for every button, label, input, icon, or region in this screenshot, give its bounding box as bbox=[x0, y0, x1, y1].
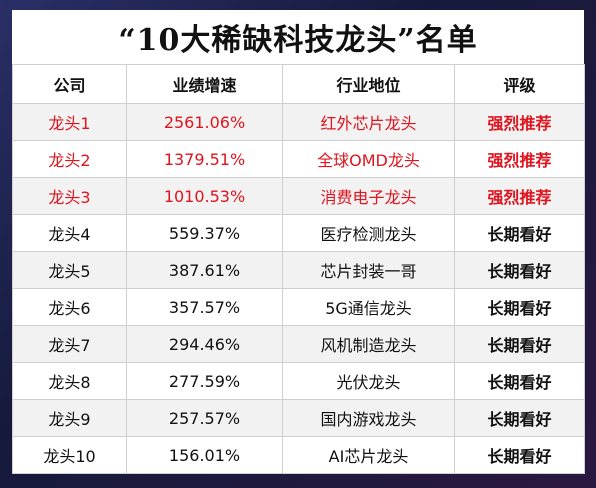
company-cell: 龙头2 bbox=[12, 140, 127, 178]
company-cell: 龙头8 bbox=[12, 362, 127, 400]
company-cell: 龙头6 bbox=[12, 288, 127, 326]
ranking-table: 公司 业绩增速 行业地位 评级 龙头1 2561.06% 红外芯片龙头 强烈推荐… bbox=[12, 64, 585, 474]
growth-cell: 387.61% bbox=[126, 251, 283, 289]
company-cell: 龙头7 bbox=[12, 325, 127, 363]
rating-cell: 强烈推荐 bbox=[454, 140, 585, 178]
growth-cell: 559.37% bbox=[126, 214, 283, 252]
rating-cell: 长期看好 bbox=[454, 399, 585, 437]
position-cell: 消费电子龙头 bbox=[282, 177, 455, 215]
table-row: 龙头2 1379.51% 全球OMD龙头 强烈推荐 bbox=[12, 140, 585, 178]
growth-cell: 156.01% bbox=[126, 436, 283, 474]
table-row: 龙头5 387.61% 芯片封装一哥 长期看好 bbox=[12, 251, 585, 289]
growth-cell: 294.46% bbox=[126, 325, 283, 363]
company-cell: 龙头3 bbox=[12, 177, 127, 215]
company-cell: 龙头5 bbox=[12, 251, 127, 289]
company-cell: 龙头10 bbox=[12, 436, 127, 474]
growth-cell: 277.59% bbox=[126, 362, 283, 400]
position-cell: 国内游戏龙头 bbox=[282, 399, 455, 437]
growth-cell: 357.57% bbox=[126, 288, 283, 326]
position-cell: 全球OMD龙头 bbox=[282, 140, 455, 178]
position-cell: 5G通信龙头 bbox=[282, 288, 455, 326]
growth-cell: 1010.53% bbox=[126, 177, 283, 215]
growth-cell: 1379.51% bbox=[126, 140, 283, 178]
rating-cell: 长期看好 bbox=[454, 214, 585, 252]
table-header-row: 公司 业绩增速 行业地位 评级 bbox=[12, 64, 585, 104]
table-row: 龙头3 1010.53% 消费电子龙头 强烈推荐 bbox=[12, 177, 585, 215]
rating-cell: 长期看好 bbox=[454, 436, 585, 474]
rating-cell: 长期看好 bbox=[454, 251, 585, 289]
header-position: 行业地位 bbox=[282, 64, 455, 104]
title-bar: “10大稀缺科技龙头”名单 bbox=[12, 10, 584, 64]
position-cell: AI芯片龙头 bbox=[282, 436, 455, 474]
growth-cell: 2561.06% bbox=[126, 103, 283, 141]
position-cell: 光伏龙头 bbox=[282, 362, 455, 400]
table-row: 龙头8 277.59% 光伏龙头 长期看好 bbox=[12, 362, 585, 400]
company-cell: 龙头4 bbox=[12, 214, 127, 252]
rating-cell: 强烈推荐 bbox=[454, 103, 585, 141]
table-row: 龙头6 357.57% 5G通信龙头 长期看好 bbox=[12, 288, 585, 326]
rating-cell: 长期看好 bbox=[454, 362, 585, 400]
position-cell: 红外芯片龙头 bbox=[282, 103, 455, 141]
company-cell: 龙头9 bbox=[12, 399, 127, 437]
table-row: 龙头7 294.46% 风机制造龙头 长期看好 bbox=[12, 325, 585, 363]
table-row: 龙头10 156.01% AI芯片龙头 长期看好 bbox=[12, 436, 585, 474]
rating-cell: 长期看好 bbox=[454, 325, 585, 363]
growth-cell: 257.57% bbox=[126, 399, 283, 437]
table-row: 龙头4 559.37% 医疗检测龙头 长期看好 bbox=[12, 214, 585, 252]
page-title: “10大稀缺科技龙头”名单 bbox=[118, 23, 478, 58]
table-row: 龙头1 2561.06% 红外芯片龙头 强烈推荐 bbox=[12, 103, 585, 141]
position-cell: 医疗检测龙头 bbox=[282, 214, 455, 252]
rating-cell: 强烈推荐 bbox=[454, 177, 585, 215]
header-company: 公司 bbox=[12, 64, 127, 104]
position-cell: 芯片封装一哥 bbox=[282, 251, 455, 289]
position-cell: 风机制造龙头 bbox=[282, 325, 455, 363]
header-growth: 业绩增速 bbox=[126, 64, 283, 104]
company-cell: 龙头1 bbox=[12, 103, 127, 141]
header-rating: 评级 bbox=[454, 64, 585, 104]
rating-cell: 长期看好 bbox=[454, 288, 585, 326]
table-row: 龙头9 257.57% 国内游戏龙头 长期看好 bbox=[12, 399, 585, 437]
